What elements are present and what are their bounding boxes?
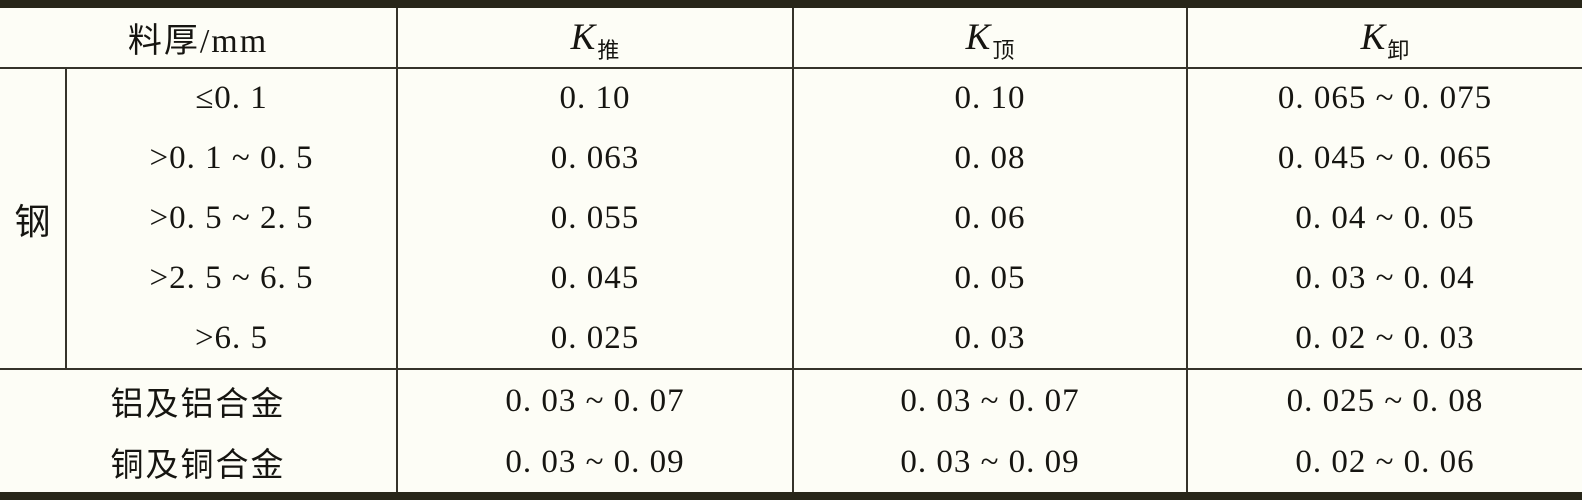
header-row: 料厚/mm K推 K顶 K卸 [0,4,1582,69]
k-unload-symbol: K [1360,17,1386,58]
k-top-value: 0. 05 [792,248,1187,310]
thickness-cell: >6. 5 [65,309,397,371]
k-push-subscript: 推 [597,38,620,63]
k-push-symbol: K [570,17,596,58]
k-push-value: 0. 045 [396,248,793,310]
column-header-k-unload: K卸 [1186,4,1582,69]
k-push-value: 0. 03 ~ 0. 07 [396,369,793,433]
table-row-copper: 铜及铜合金 0. 03 ~ 0. 09 0. 03 ~ 0. 09 0. 02 … [0,432,1582,496]
material-cell: 铝及铝合金 [110,387,286,424]
k-unload-value: 0. 025 ~ 0. 08 [1186,369,1582,433]
thickness-cell: ≤0. 1 [65,68,397,129]
table-row-steel-3: >0. 5 ~ 2. 5 0. 055 0. 06 0. 04 ~ 0. 05 [0,188,1582,249]
k-push-value: 0. 10 [396,68,793,129]
thickness-cell: >2. 5 ~ 6. 5 [65,248,397,310]
table-row-steel-4: >2. 5 ~ 6. 5 0. 045 0. 05 0. 03 ~ 0. 04 [0,248,1582,310]
k-top-value: 0. 03 ~ 0. 09 [792,432,1187,496]
k-unload-value: 0. 03 ~ 0. 04 [1186,248,1582,310]
table-row-aluminum: 铝及铝合金 0. 03 ~ 0. 07 0. 03 ~ 0. 07 0. 025… [0,369,1582,433]
k-top-value: 0. 03 [792,309,1187,371]
thickness-cell: >0. 5 ~ 2. 5 [65,188,397,249]
column-header-k-push: K推 [396,4,793,69]
k-top-value: 0. 08 [792,128,1187,189]
steel-group-label: 钢 [0,68,66,371]
k-unload-value: 0. 02 ~ 0. 06 [1186,432,1582,496]
k-push-value: 0. 063 [396,128,793,189]
table-row-steel-2: >0. 1 ~ 0. 5 0. 063 0. 08 0. 045 ~ 0. 06… [0,128,1582,189]
k-push-value: 0. 03 ~ 0. 09 [396,432,793,496]
column-header-thickness: 料厚/mm [0,4,397,69]
k-top-symbol: K [965,17,991,58]
k-unload-value: 0. 045 ~ 0. 065 [1186,128,1582,189]
k-top-subscript: 顶 [992,38,1015,63]
k-push-value: 0. 055 [396,188,793,249]
k-unload-value: 0. 065 ~ 0. 075 [1186,68,1582,129]
k-top-value: 0. 06 [792,188,1187,249]
table-row-steel-1: 钢 ≤0. 1 0. 10 0. 10 0. 065 ~ 0. 075 [0,68,1582,371]
column-header-k-top: K顶 [792,4,1187,69]
k-unload-value: 0. 02 ~ 0. 03 [1186,309,1582,371]
thickness-cell: >0. 1 ~ 0. 5 [65,128,397,189]
table-row-steel-5: >6. 5 0. 025 0. 03 0. 02 ~ 0. 03 [0,309,1582,371]
k-top-value: 0. 03 ~ 0. 07 [792,369,1187,433]
k-top-value: 0. 10 [792,68,1187,129]
k-unload-value: 0. 04 ~ 0. 05 [1186,188,1582,249]
material-cell: 铜及铜合金 [110,448,286,485]
k-push-value: 0. 025 [396,309,793,371]
k-unload-subscript: 卸 [1387,38,1410,63]
